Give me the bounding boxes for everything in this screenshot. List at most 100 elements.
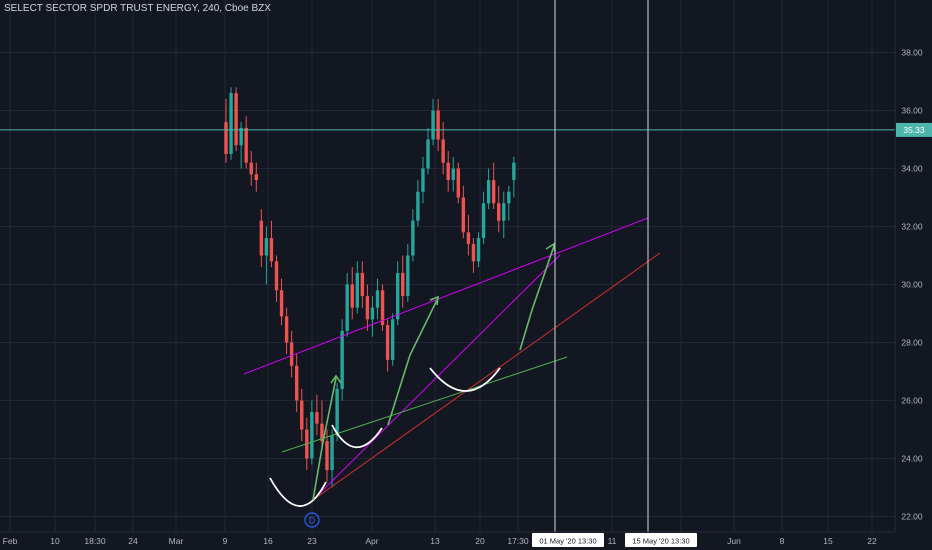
time-tick-label: 13 (430, 536, 440, 546)
candle-body (481, 203, 486, 239)
candle-body (370, 307, 375, 320)
candle-body (289, 342, 294, 366)
candle-body (502, 203, 506, 221)
candle-body (507, 191, 511, 204)
candle-body (300, 400, 304, 430)
upper-channel-line[interactable] (243, 217, 649, 375)
candle-body (254, 174, 258, 181)
chart-title: SELECT SECTOR SPDR TRUST ENERGY, 240, Cb… (4, 3, 271, 14)
chart-grid (0, 0, 895, 532)
arrow-up-2-head[interactable] (429, 295, 439, 306)
candle-body (279, 290, 284, 317)
candle-body (385, 325, 390, 360)
candle-body (229, 93, 233, 154)
time-tick-label: Jun (727, 536, 741, 546)
candle-body (360, 272, 365, 297)
candle-body (411, 220, 415, 256)
candle-body (284, 316, 289, 343)
candle-body (274, 261, 279, 291)
candle-body (259, 220, 264, 256)
price-tick-label: 30.00 (901, 280, 923, 290)
drawings-layer[interactable]: D (0, 0, 895, 532)
dividend-marker-label: D (309, 516, 316, 526)
cup-curve-3[interactable] (429, 367, 501, 392)
time-tick-label: Feb (3, 536, 18, 546)
candle-body (396, 272, 400, 320)
candle-body (512, 162, 516, 181)
candle-body (320, 423, 324, 442)
candle-body (461, 197, 466, 233)
candle-body (390, 319, 395, 360)
date-marker-label: 01 May '20 13:30 (539, 537, 596, 546)
cup-curve-2[interactable] (331, 424, 383, 449)
date-marker-label: 15 May '20 13:30 (632, 537, 689, 546)
candle-body (315, 412, 319, 424)
candle-body (441, 139, 445, 163)
candle-body (456, 168, 460, 198)
cup-curve-1[interactable] (269, 477, 327, 507)
price-axis[interactable]: 22.00 24.00 26.00 28.00 30.00 32.00 34.00 36.00… (894, 0, 932, 532)
rising-wedge-line[interactable] (312, 254, 561, 501)
candle-body (491, 180, 496, 204)
candle-body (497, 203, 501, 221)
candles-layer (224, 87, 516, 488)
candle-body (486, 180, 491, 204)
dividend-marker[interactable] (304, 512, 320, 528)
candle-body (446, 162, 450, 181)
candle-body (345, 284, 349, 331)
time-tick-label: 11 (608, 536, 617, 546)
time-tick-label: 9 (223, 536, 228, 546)
candle-body (239, 127, 243, 146)
price-tick-label: 38.00 (901, 48, 923, 58)
candle-body (224, 122, 228, 154)
price-tick-label: 32.00 (901, 222, 923, 232)
green-trend-line[interactable] (281, 356, 568, 453)
candle-body (426, 139, 430, 169)
candle-body (330, 435, 334, 471)
price-badge (896, 122, 932, 137)
candle-body (310, 412, 314, 459)
time-tick-label: Mar (169, 536, 184, 546)
candle-body (380, 290, 385, 326)
time-tick-label: 10 (50, 536, 60, 546)
time-tick-label: 18:30 (84, 536, 106, 546)
price-tick-label: 22.00 (901, 512, 923, 522)
date-marker-box (532, 533, 604, 547)
arrow-up-1-head[interactable] (330, 374, 342, 384)
candle-body (234, 93, 238, 146)
candle-body (295, 365, 299, 401)
time-tick-label: 15 (823, 536, 833, 546)
arrow-up-2[interactable] (387, 299, 438, 426)
time-tick-label: 23 (307, 536, 317, 546)
candle-body (350, 284, 354, 308)
candle-body (431, 110, 435, 140)
candle-body (340, 330, 344, 389)
candle-body (401, 272, 405, 297)
candle-body (466, 232, 471, 244)
time-tick-label: 8 (780, 536, 785, 546)
price-tick-label: 26.00 (901, 396, 923, 406)
time-tick-label: Apr (365, 536, 378, 546)
candle-body (244, 127, 248, 163)
price-tick-label: 24.00 (901, 454, 923, 464)
red-trend-line[interactable] (312, 252, 661, 501)
candle-body (375, 290, 380, 308)
candle-body (365, 296, 370, 320)
candle-body (436, 110, 440, 140)
date-marker-box (625, 533, 697, 547)
candle-body (421, 168, 425, 192)
time-tick-label: 16 (263, 536, 273, 546)
price-tick-label: 34.00 (901, 164, 923, 174)
candle-body (249, 162, 253, 175)
candle-body (406, 255, 410, 297)
candle-body (325, 441, 329, 471)
arrow-up-3[interactable] (519, 245, 555, 351)
time-tick-label: 22 (867, 536, 877, 546)
candle-body (335, 388, 339, 436)
candle-body (471, 243, 476, 262)
arrow-up-1[interactable] (312, 377, 337, 501)
time-tick-label: 24 (128, 536, 138, 546)
time-axis[interactable]: Feb1018:3024Mar91623Apr132017:301117:30J… (0, 531, 895, 547)
candle-body (451, 168, 455, 181)
